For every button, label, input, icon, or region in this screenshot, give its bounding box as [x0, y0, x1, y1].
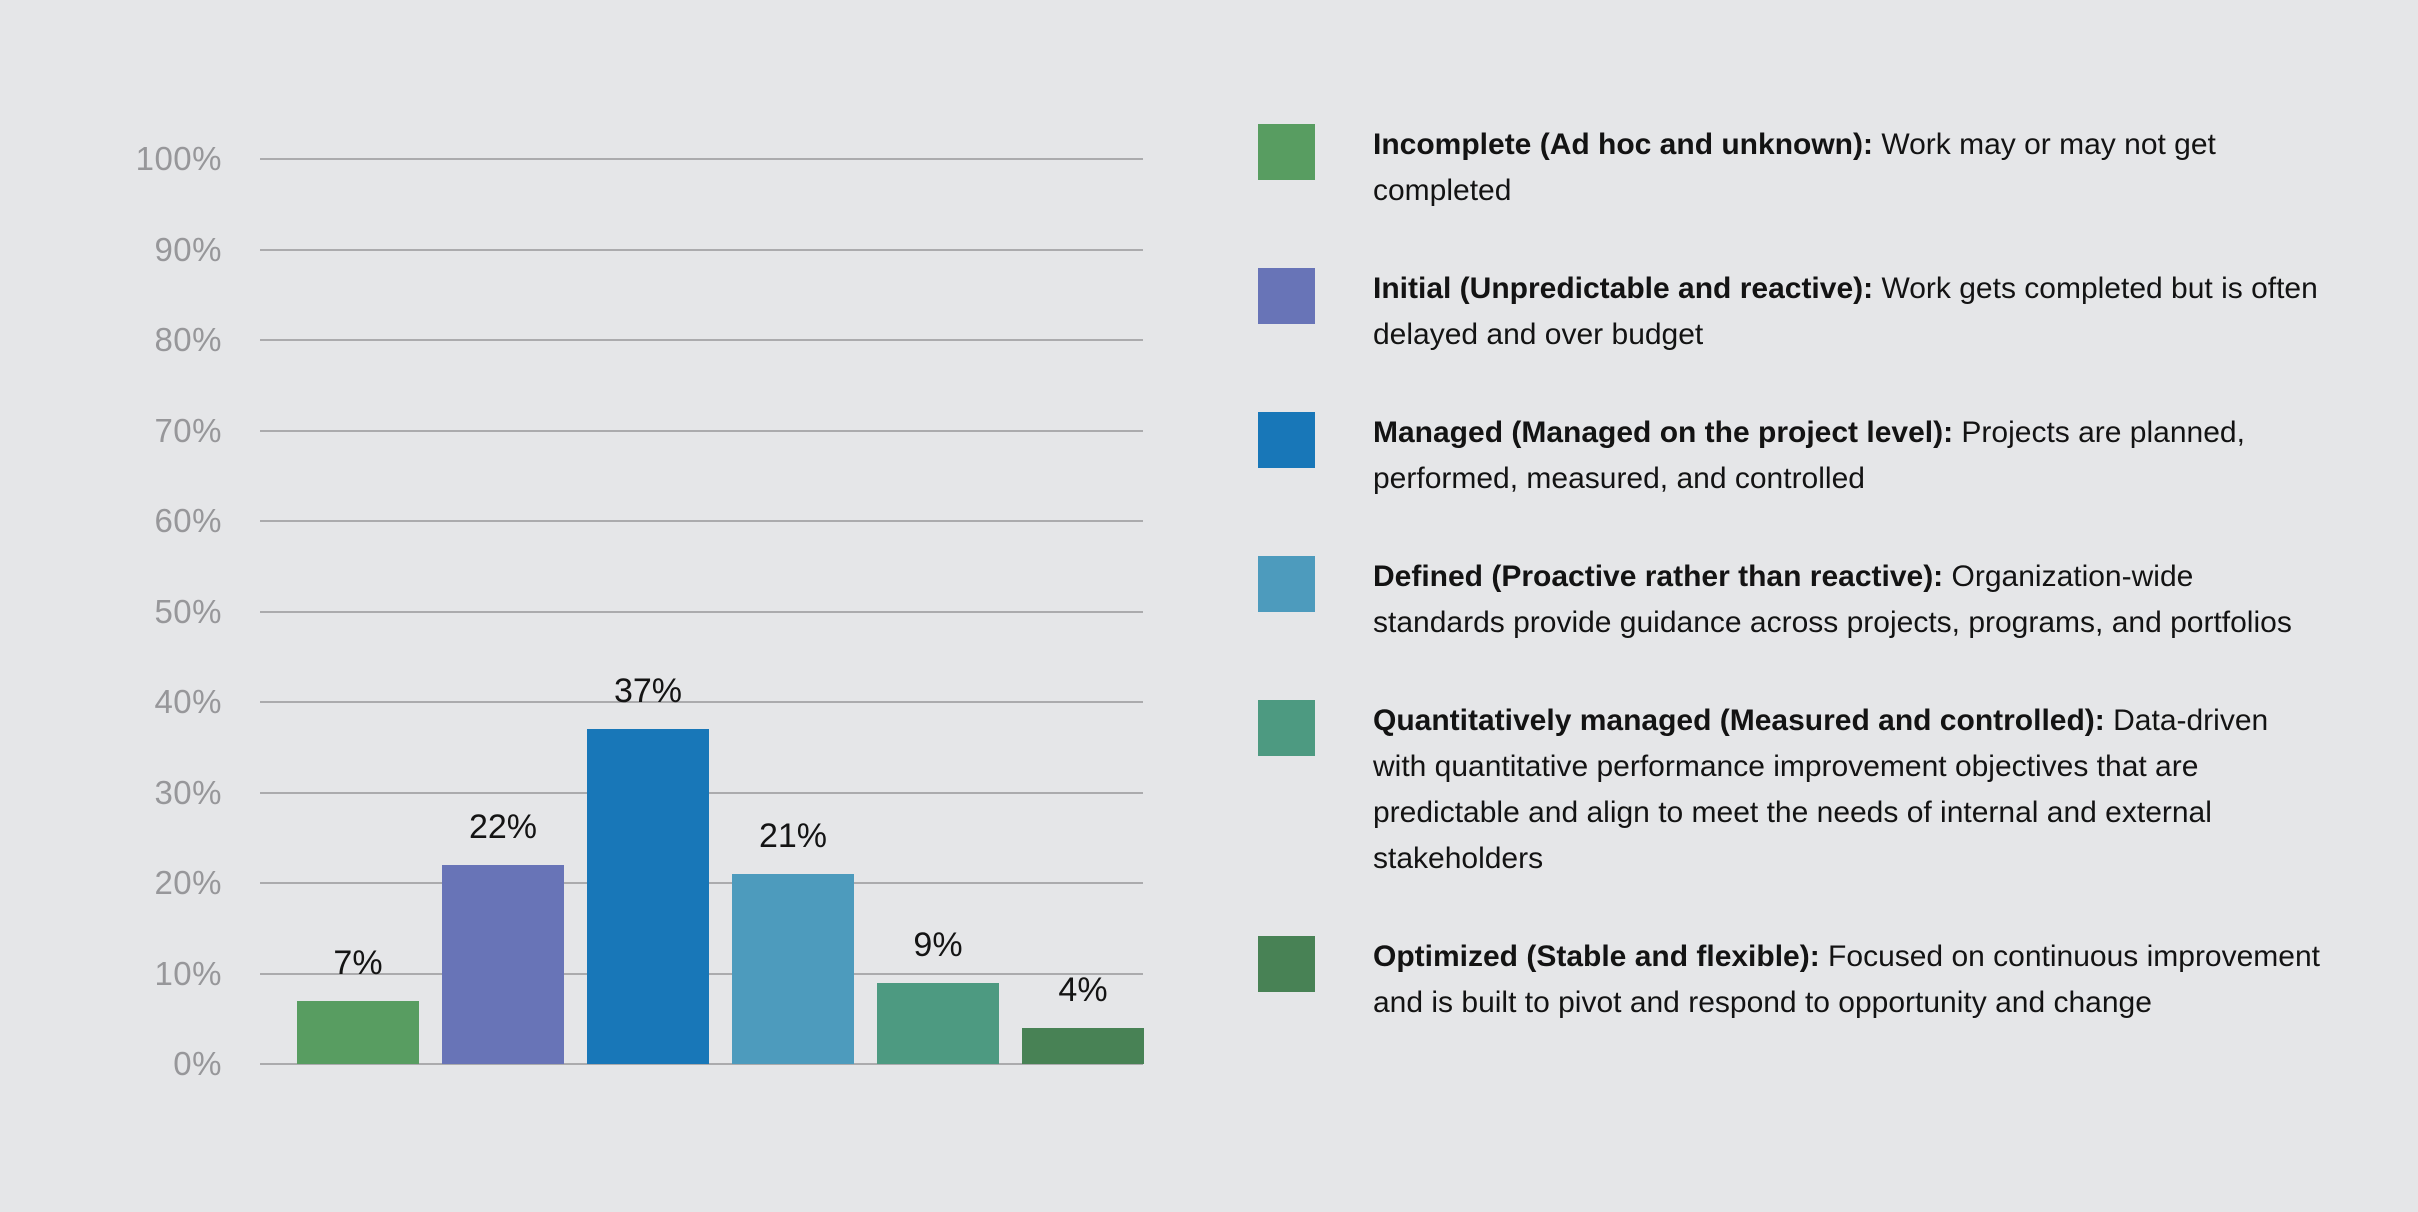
legend-item-description: Work gets completed but is often delayed…	[1373, 272, 2318, 351]
bar-value-label: 7%	[333, 944, 383, 982]
legend-item: Initial (Unpredictable and reactive): Wo…	[1258, 266, 2328, 358]
legend-item-text: Quantitatively managed (Measured and con…	[1373, 698, 2323, 882]
legend-item-description: Organization-wide standards provide guid…	[1373, 560, 2292, 639]
legend-item-title: Incomplete (Ad hoc and unknown):	[1373, 128, 1873, 161]
legend-item-description: Data-driven with quantitative performanc…	[1373, 704, 2269, 875]
legend-item-title: Initial (Unpredictable and reactive):	[1373, 272, 1874, 305]
legend-item-text: Optimized (Stable and flexible): Focused…	[1373, 934, 2323, 1026]
bar-group-initial: 22%	[442, 808, 564, 1064]
legend-item: Quantitatively managed (Measured and con…	[1258, 698, 2328, 882]
y-axis-tick-label: 50%	[154, 592, 222, 630]
legend-color-swatch	[1258, 268, 1315, 324]
y-axis-tick-label: 20%	[154, 864, 222, 901]
bar	[877, 983, 999, 1064]
y-axis-tick-label: 0%	[173, 1045, 222, 1082]
legend-item-text: Managed (Managed on the project level): …	[1373, 410, 2323, 502]
gridline	[260, 339, 1143, 341]
bar-group-incomplete: 7%	[297, 944, 419, 1064]
y-axis-tick-label: 100%	[135, 140, 222, 177]
legend-color-swatch	[1258, 936, 1315, 992]
legend-item-description: Projects are planned, performed, measure…	[1373, 416, 2245, 495]
gridline	[260, 1063, 1143, 1065]
bar-value-label: 22%	[468, 808, 538, 846]
legend-item-text: Defined (Proactive rather than reactive)…	[1373, 554, 2323, 646]
bar-group-managed: 37%	[587, 672, 709, 1064]
legend-item-description: Focused on continuous improvement and is…	[1373, 940, 2320, 1019]
legend-color-swatch	[1258, 124, 1315, 180]
y-axis-tick-label: 10%	[154, 954, 222, 992]
y-axis-tick-label: 40%	[154, 683, 222, 720]
legend-item-text: Incomplete (Ad hoc and unknown): Work ma…	[1373, 122, 2323, 214]
gridline	[260, 701, 1143, 703]
legend-item-text: Initial (Unpredictable and reactive): Wo…	[1373, 266, 2323, 358]
y-axis-tick-label: 70%	[154, 411, 222, 449]
y-axis-tick-labels: 100% 90% 80% 70% 60% 50% 40% 30% 20% 10% 0%	[0, 140, 222, 1082]
legend-item: Defined (Proactive rather than reactive)…	[1258, 554, 2328, 646]
bar	[297, 1001, 419, 1064]
legend-item: Optimized (Stable and flexible): Focused…	[1258, 934, 2328, 1026]
legend-item-title: Managed (Managed on the project level):	[1373, 416, 1954, 449]
legend-item-description: Work may or may not get completed	[1373, 128, 2216, 207]
bar	[732, 874, 854, 1064]
gridline	[260, 429, 1143, 432]
bar-chart: 100% 90% 80% 70% 60% 50% 40% 30% 20% 10% 0% 7% 22% 3…	[0, 140, 1144, 1082]
legend-item-title: Quantitatively managed (Measured and con…	[1373, 704, 2105, 737]
legend-item: Incomplete (Ad hoc and unknown): Work ma…	[1258, 122, 2328, 214]
y-axis-tick-label: 30%	[154, 773, 222, 811]
legend-color-swatch	[1258, 412, 1315, 468]
legend-color-swatch	[1258, 556, 1315, 612]
legend-item-title: Optimized (Stable and flexible):	[1373, 940, 1820, 973]
chart-legend: Incomplete (Ad hoc and unknown): Work ma…	[1258, 122, 2328, 1026]
bar	[587, 729, 709, 1064]
gridline	[260, 248, 1143, 251]
gridline	[260, 610, 1143, 613]
bar	[1022, 1028, 1144, 1064]
bar-series: 7% 22% 37% 21% 9% 4%	[297, 159, 1144, 1064]
bar	[442, 865, 564, 1064]
y-axis-tick-label: 90%	[154, 230, 222, 268]
gridline	[260, 158, 1143, 160]
bar-group-quantitatively-managed: 9%	[877, 926, 999, 1064]
bar-group-optimized: 4%	[1022, 971, 1144, 1064]
legend-item: Managed (Managed on the project level): …	[1258, 410, 2328, 502]
legend-item-title: Defined (Proactive rather than reactive)…	[1373, 560, 1944, 593]
bar-value-label: 21%	[758, 817, 828, 855]
bar-value-label: 9%	[913, 926, 963, 964]
y-axis-tick-label: 80%	[154, 321, 222, 358]
legend-color-swatch	[1258, 700, 1315, 756]
y-axis-tick-label: 60%	[154, 502, 222, 539]
bar-value-label: 4%	[1058, 971, 1108, 1009]
bar-group-defined: 21%	[732, 817, 854, 1064]
bar-value-label: 37%	[613, 672, 683, 710]
gridline	[260, 520, 1143, 522]
